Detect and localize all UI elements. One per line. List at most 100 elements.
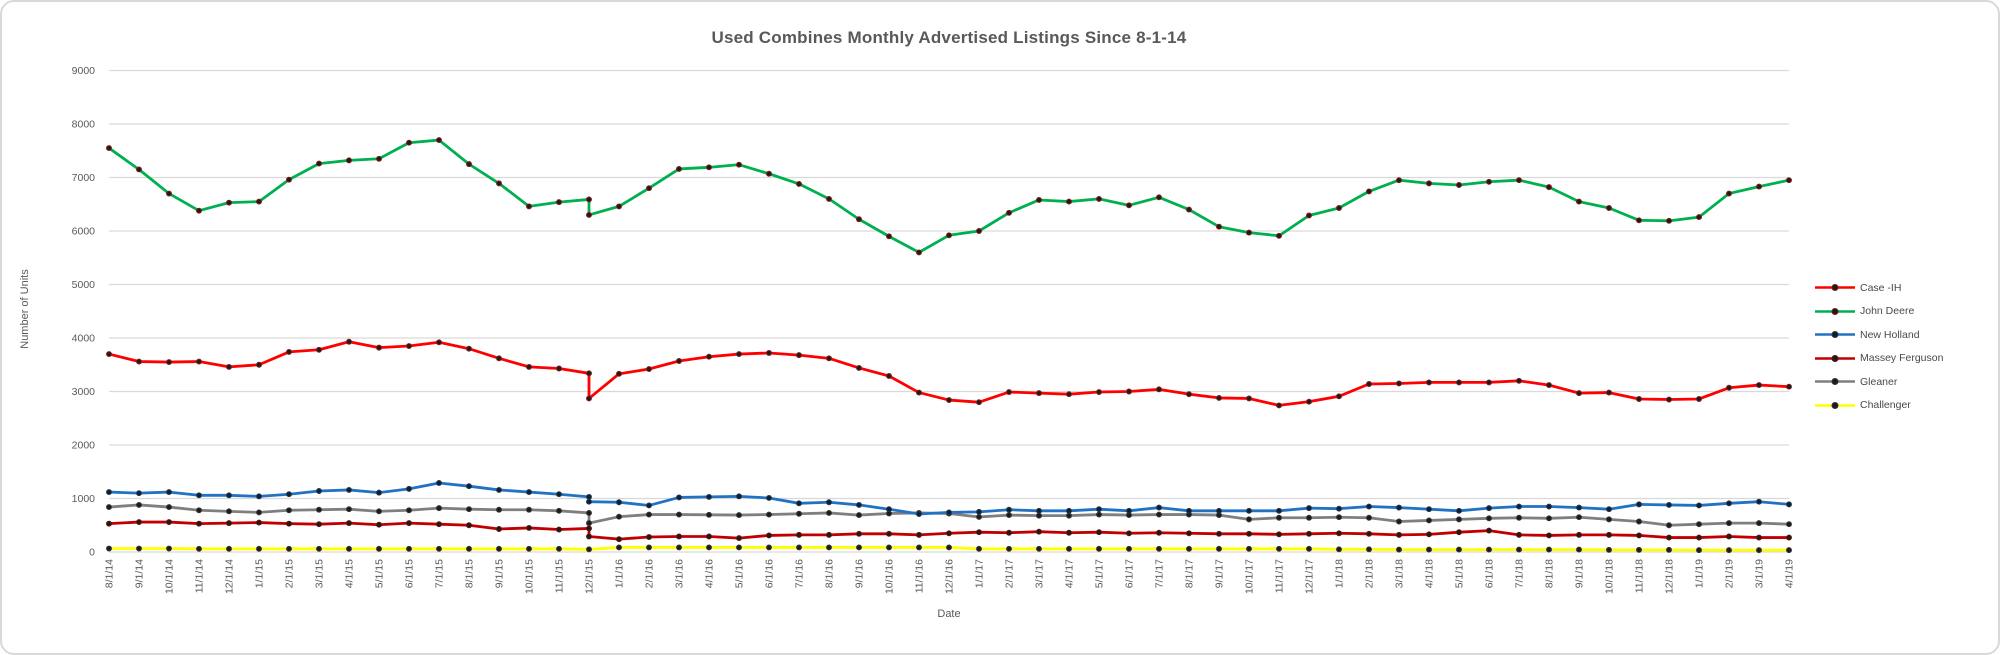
data-point-marker	[1336, 514, 1342, 521]
data-point-marker	[406, 545, 412, 552]
data-point-marker	[256, 509, 262, 516]
x-tick-label: 10/1/14	[164, 559, 176, 594]
data-point-marker	[1576, 504, 1582, 511]
data-point-marker	[436, 339, 442, 346]
data-point-marker	[1186, 545, 1192, 552]
legend-swatch-challenger	[1815, 401, 1855, 409]
data-point-marker	[196, 545, 202, 552]
x-tick-label: 10/1/17	[1244, 559, 1256, 594]
data-point-marker	[1186, 391, 1192, 398]
x-tick-label: 3/1/18	[1394, 559, 1406, 588]
data-point-marker	[286, 176, 292, 183]
data-point-marker	[1426, 180, 1432, 187]
data-point-marker	[706, 164, 712, 171]
data-point-marker	[226, 199, 232, 206]
data-point-marker	[676, 533, 682, 540]
data-point-marker	[1096, 389, 1102, 395]
data-point-marker	[256, 361, 262, 368]
legend-item-gleaner[interactable]: Gleaner	[1814, 375, 1943, 388]
data-point-marker	[976, 529, 982, 536]
data-point-marker	[736, 512, 742, 519]
data-point-marker	[1606, 506, 1612, 513]
x-tick-label: 2/1/16	[644, 559, 656, 588]
legend: Case -IH John Deere New Holland Massey Ferg…	[1814, 282, 1943, 423]
data-point-marker	[1426, 506, 1432, 513]
data-point-marker	[376, 508, 382, 515]
x-tick-label: 8/1/15	[464, 559, 476, 588]
data-point-marker	[1126, 507, 1132, 514]
data-point-marker	[226, 363, 232, 370]
x-tick-label: 6/1/18	[1484, 559, 1496, 588]
data-point-marker	[766, 532, 772, 539]
data-point-marker	[256, 519, 262, 526]
data-point-marker	[1066, 391, 1072, 398]
data-point-marker	[616, 513, 622, 520]
data-point-marker	[886, 233, 892, 240]
x-axis-tick-labels: 8/1/14 9/1/14 10/1/14 11/1/14 12/1/14 1/1/15 2…	[104, 559, 1796, 594]
data-point-marker	[586, 533, 592, 540]
legend-swatch-massey-ferguson	[1815, 354, 1855, 362]
data-point-marker	[346, 506, 352, 513]
data-point-marker	[136, 545, 142, 552]
data-point-marker	[1726, 547, 1732, 554]
data-point-marker	[1606, 516, 1612, 523]
data-point-marker	[1096, 545, 1102, 552]
data-point-marker	[1486, 515, 1492, 522]
data-point-marker	[1126, 388, 1132, 395]
data-point-marker	[1606, 531, 1612, 538]
data-point-marker	[1786, 177, 1792, 184]
data-point-marker	[826, 355, 832, 362]
series-line-john-deere	[107, 138, 1791, 254]
legend-label-gleaner: Gleaner	[1860, 375, 1898, 388]
data-point-marker	[976, 228, 982, 234]
data-point-marker	[1066, 198, 1072, 205]
x-tick-label: 11/1/18	[1634, 559, 1646, 593]
data-point-marker	[136, 490, 142, 497]
data-point-marker	[166, 359, 172, 366]
data-point-marker	[1576, 198, 1582, 205]
data-point-marker	[1126, 530, 1132, 537]
data-point-marker	[586, 395, 592, 402]
data-point-marker	[796, 544, 802, 551]
data-point-marker	[436, 137, 442, 144]
data-point-marker	[286, 507, 292, 514]
x-tick-label: 12/1/14	[224, 559, 236, 594]
data-point-marker	[1396, 177, 1402, 184]
data-point-marker	[466, 161, 472, 168]
data-point-marker	[616, 544, 622, 551]
legend-label-challenger: Challenger	[1860, 399, 1911, 411]
data-point-marker	[1456, 182, 1462, 188]
legend-item-case-ih[interactable]: Case -IH	[1814, 282, 1943, 294]
data-point-marker	[1066, 529, 1072, 536]
legend-item-new-holland[interactable]: New Holland	[1814, 329, 1943, 341]
data-point-marker	[826, 544, 832, 551]
y-tick-label: 5000	[72, 279, 96, 291]
data-point-marker	[796, 531, 802, 538]
x-tick-label: 8/1/14	[104, 559, 116, 588]
data-point-marker	[1276, 545, 1282, 552]
data-point-marker	[346, 338, 352, 345]
legend-item-massey-ferguson[interactable]: Massey Ferguson	[1814, 352, 1943, 364]
data-point-marker	[496, 545, 502, 552]
x-tick-label: 1/1/16	[614, 559, 626, 588]
legend-item-john-deere[interactable]: John Deere	[1814, 305, 1943, 317]
x-tick-label: 1/1/18	[1334, 559, 1346, 588]
legend-item-challenger[interactable]: Challenger	[1814, 399, 1943, 411]
data-point-marker	[526, 203, 532, 210]
data-point-marker	[346, 545, 352, 552]
legend-swatch-gleaner	[1815, 378, 1855, 385]
data-point-marker	[1156, 194, 1162, 201]
data-point-marker	[856, 216, 862, 223]
data-point-marker	[466, 506, 472, 513]
data-point-marker	[1636, 501, 1642, 508]
data-point-marker	[196, 358, 202, 365]
data-point-marker	[736, 535, 742, 542]
data-point-marker	[1366, 381, 1372, 387]
data-point-marker	[1576, 546, 1582, 553]
x-tick-label: 11/1/16	[914, 559, 926, 593]
data-point-marker	[616, 203, 622, 210]
data-point-marker	[856, 544, 862, 551]
data-point-marker	[1036, 528, 1042, 535]
data-point-marker	[1306, 530, 1312, 537]
data-point-marker	[1216, 507, 1222, 514]
